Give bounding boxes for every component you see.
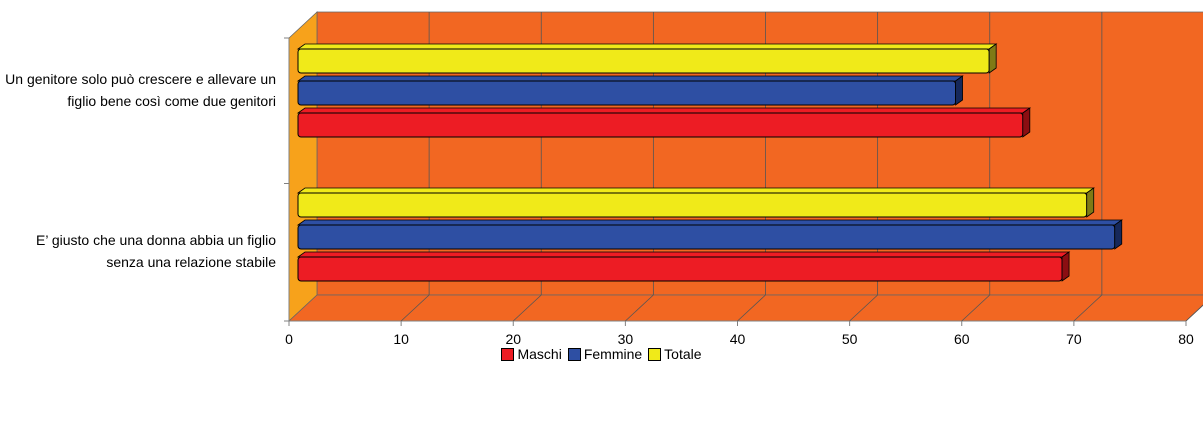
bar-top-femmine-1 — [296, 75, 964, 82]
bar-maschi-1 — [297, 112, 1024, 138]
bar-totale-1 — [297, 48, 990, 74]
legend-label-femmine: Femmine — [583, 346, 643, 362]
floor — [287, 294, 1203, 322]
gridline-floor — [737, 294, 766, 322]
bar-end-femmine-1 — [955, 75, 963, 106]
gridline-floor — [849, 294, 878, 322]
gridline-floor — [1185, 304, 1203, 322]
bar-top-maschi-2 — [296, 251, 1071, 258]
bar-top-maschi-1 — [296, 107, 1032, 114]
category-label-2: E’ giusto che una donna abbia un figlio … — [36, 232, 276, 270]
legend-item-totale: Totale — [648, 346, 702, 362]
bars — [296, 43, 1124, 282]
legend-swatch-femmine — [567, 347, 581, 361]
legend-label-maschi: Maschi — [517, 346, 562, 362]
legend-item-maschi: Maschi — [501, 346, 562, 362]
x-tick-label: 30 — [618, 331, 634, 347]
gridline-floor — [625, 294, 654, 322]
gridline-floor — [400, 294, 430, 322]
bar-femmine-1 — [297, 80, 957, 106]
gridline-floor — [1073, 294, 1103, 322]
x-tick-label: 60 — [954, 331, 970, 347]
bar-end-totale-2 — [1086, 187, 1095, 218]
legend-swatch-maschi — [501, 347, 515, 361]
bar-maschi-2 — [297, 256, 1063, 282]
gridline-floor — [512, 294, 542, 322]
x-tick-label: 80 — [1178, 331, 1194, 347]
x-tick-label: 50 — [842, 331, 858, 347]
bar-end-maschi-2 — [1061, 251, 1070, 282]
legend: Maschi Femmine Totale — [0, 346, 1203, 362]
category-label-1: Un genitore solo può crescere e allevare… — [5, 71, 276, 109]
gridline-floor — [961, 294, 991, 322]
bar-end-totale-1 — [988, 43, 997, 74]
x-tick-label: 0 — [285, 331, 293, 347]
legend-label-totale: Totale — [664, 346, 702, 362]
bar-top-totale-2 — [296, 187, 1095, 194]
bar-end-maschi-1 — [1022, 107, 1031, 138]
bar-end-femmine-2 — [1114, 219, 1123, 250]
x-tick-label: 20 — [505, 331, 521, 347]
legend-swatch-totale — [648, 347, 662, 361]
legend-item-femmine: Femmine — [567, 346, 643, 362]
bar-totale-2 — [297, 192, 1088, 218]
x-axis-ticks: 0 10 20 30 40 50 60 70 80 — [285, 321, 1194, 347]
bar-femmine-2 — [297, 224, 1116, 250]
x-tick-label: 70 — [1066, 331, 1082, 347]
bar-top-totale-1 — [296, 43, 998, 50]
x-tick-label: 40 — [730, 331, 746, 347]
x-tick-label: 10 — [393, 331, 409, 347]
bar-top-femmine-2 — [296, 219, 1124, 226]
